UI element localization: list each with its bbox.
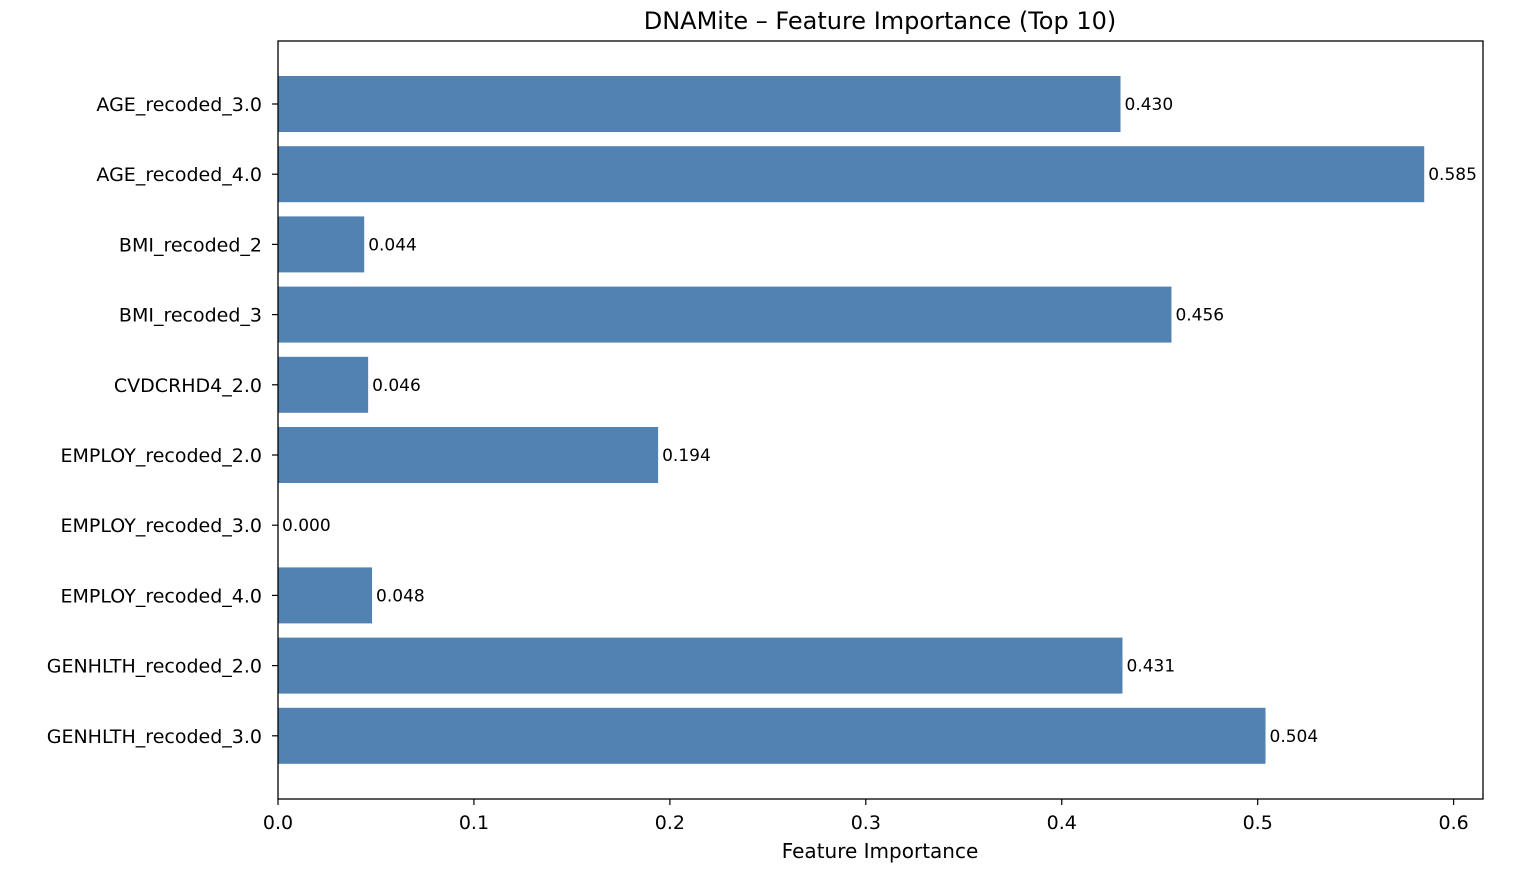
bar-BMI_recoded_3 xyxy=(278,286,1172,343)
data-label-AGE_recoded_4.0: 0.585 xyxy=(1428,165,1477,185)
x-tick-label: 0.1 xyxy=(459,812,489,834)
data-label-EMPLOY_recoded_4.0: 0.048 xyxy=(376,586,425,606)
chart-title: DNAMite – Feature Importance (Top 10) xyxy=(644,7,1117,35)
y-tick-label: EMPLOY_recoded_2.0 xyxy=(61,445,262,467)
data-label-AGE_recoded_3.0: 0.430 xyxy=(1125,95,1174,115)
bar-CVDCRHD4_2.0 xyxy=(278,356,369,413)
x-tick-label: 0.0 xyxy=(263,812,293,834)
y-tick-label: BMI_recoded_2 xyxy=(119,234,262,256)
data-label-CVDCRHD4_2.0: 0.046 xyxy=(372,376,421,396)
y-tick-label: EMPLOY_recoded_3.0 xyxy=(61,515,262,537)
bar-AGE_recoded_3.0 xyxy=(278,76,1121,132)
y-tick-label: GENHLTH_recoded_3.0 xyxy=(47,726,262,748)
data-labels-layer: 0.430 0.585 0.044 0.456 0.046 0.194 0.000 0.048… xyxy=(282,95,1477,747)
x-axis: 0.0 0.1 0.2 0.3 0.4 0.5 0.6 xyxy=(263,799,1469,834)
bar-GENHLTH_recoded_2.0 xyxy=(278,637,1123,694)
bars-layer xyxy=(278,76,1425,764)
data-label-BMI_recoded_2: 0.044 xyxy=(368,235,417,255)
data-label-EMPLOY_recoded_3.0: 0.000 xyxy=(282,516,331,536)
x-tick-label: 0.2 xyxy=(655,812,685,834)
x-tick-label: 0.4 xyxy=(1047,812,1077,834)
y-tick-label: AGE_recoded_3.0 xyxy=(96,94,262,116)
data-label-BMI_recoded_3: 0.456 xyxy=(1175,306,1224,326)
data-label-GENHLTH_recoded_2.0: 0.431 xyxy=(1126,657,1175,677)
x-axis-label: Feature Importance xyxy=(782,839,979,863)
y-tick-label: CVDCRHD4_2.0 xyxy=(114,375,262,397)
data-label-GENHLTH_recoded_3.0: 0.504 xyxy=(1270,727,1319,747)
bar-BMI_recoded_2 xyxy=(278,216,365,273)
bar-GENHLTH_recoded_3.0 xyxy=(278,707,1266,764)
plot-frame xyxy=(277,40,1484,800)
x-tick-label: 0.5 xyxy=(1243,812,1273,834)
y-tick-label: GENHLTH_recoded_2.0 xyxy=(47,656,262,678)
y-tick-label: BMI_recoded_3 xyxy=(119,305,262,327)
data-label-EMPLOY_recoded_2.0: 0.194 xyxy=(662,446,711,466)
bar-EMPLOY_recoded_2.0 xyxy=(278,427,659,483)
x-tick-label: 0.3 xyxy=(851,812,881,834)
y-tick-label: AGE_recoded_4.0 xyxy=(96,164,262,186)
x-tick-label: 0.6 xyxy=(1439,812,1469,834)
bar-AGE_recoded_4.0 xyxy=(278,146,1425,203)
y-tick-label: EMPLOY_recoded_4.0 xyxy=(61,585,262,607)
y-axis: AGE_recoded_3.0 AGE_recoded_4.0 BMI_recode… xyxy=(47,94,278,748)
bar-EMPLOY_recoded_4.0 xyxy=(278,567,373,624)
